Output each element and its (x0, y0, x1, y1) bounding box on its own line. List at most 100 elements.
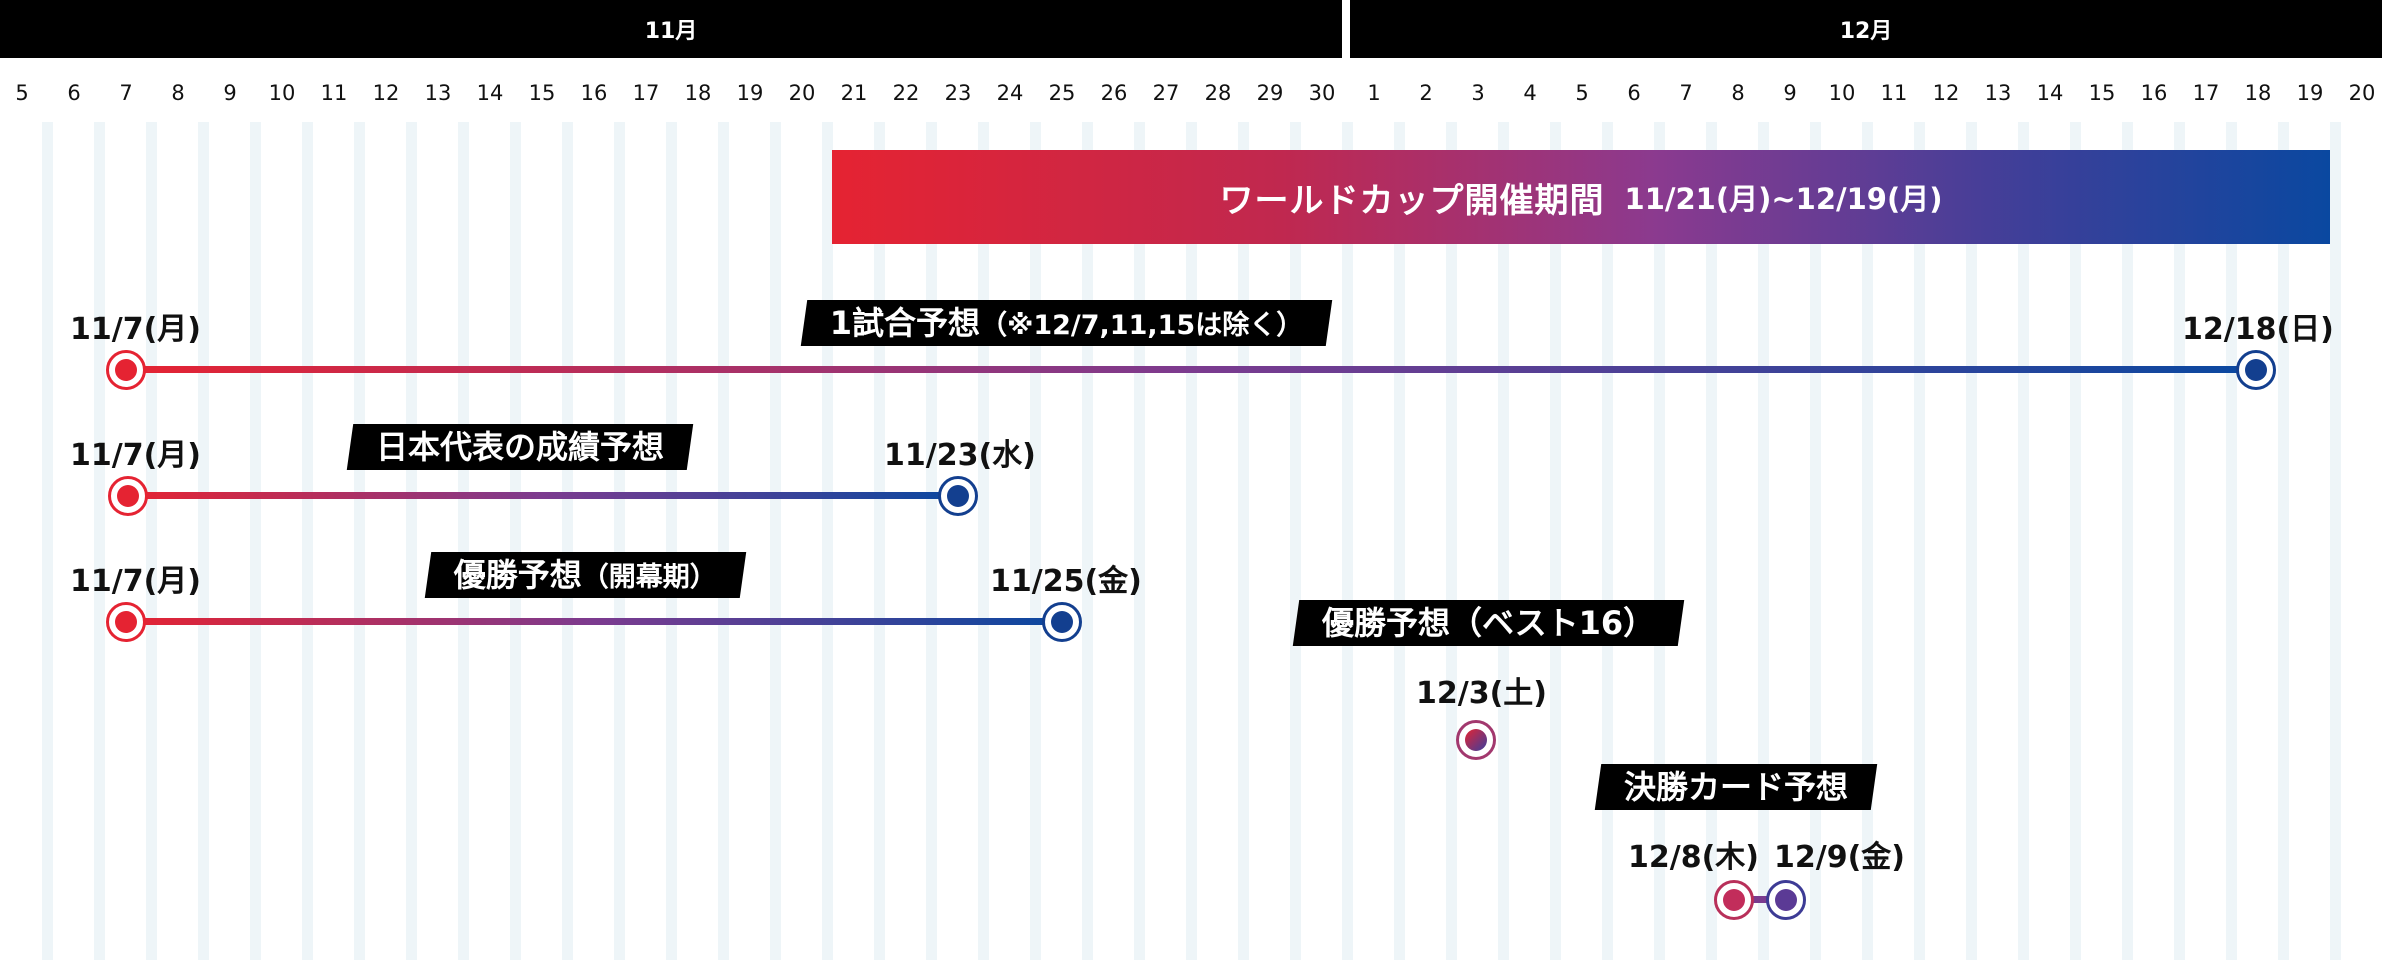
row3-end-dot (1042, 602, 1082, 642)
month-header-november: 11月 (0, 0, 1342, 58)
day-label: 10 (1828, 81, 1856, 105)
day-stripe (458, 122, 469, 960)
day-label: 9 (1783, 81, 1797, 105)
row3-tag-note: （開幕期） (581, 562, 717, 593)
day-stripe (2174, 122, 2185, 960)
day-stripe (1446, 122, 1457, 960)
day-label: 4 (1523, 81, 1537, 105)
banner-dates: 11/21(月)~12/19(月) (1624, 182, 1943, 216)
row5-start-date: 12/8(木) (1628, 840, 1760, 875)
day-stripe (926, 122, 937, 960)
row1-end-dot (2236, 350, 2276, 390)
day-label: 18 (684, 81, 712, 105)
day-stripe (1706, 122, 1717, 960)
day-label: 13 (424, 81, 452, 105)
day-label: 22 (892, 81, 920, 105)
day-stripe (1758, 122, 1769, 960)
day-stripe (1394, 122, 1405, 960)
day-label: 20 (2348, 81, 2376, 105)
month-header-december: 12月 (1350, 0, 2382, 58)
day-stripe (1654, 122, 1665, 960)
day-label: 19 (2296, 81, 2324, 105)
day-stripe (302, 122, 313, 960)
day-label: 8 (171, 81, 185, 105)
day-label: 16 (580, 81, 608, 105)
day-label: 6 (1627, 81, 1641, 105)
month-label: 12月 (1839, 19, 1893, 44)
row1-tag-title: 1試合予想 (829, 304, 981, 342)
banner-title: ワールドカップ開催期間 (1219, 180, 1605, 221)
day-label: 15 (2088, 81, 2116, 105)
day-stripe (1134, 122, 1145, 960)
day-stripe (42, 122, 53, 960)
day-label: 27 (1152, 81, 1180, 105)
day-label: 11 (320, 81, 348, 105)
day-label: 6 (67, 81, 81, 105)
day-number-row: 5 6 7 8 9 10 11 12 13 14 15 16 17 18 19 20 21 22 23 24 25 26 2… (0, 68, 2382, 118)
month-label: 11月 (644, 19, 698, 44)
day-stripe (198, 122, 209, 960)
world-cup-period-banner: ワールドカップ開催期間 11/21(月)~12/19(月) (832, 150, 2330, 244)
day-label: 18 (2244, 81, 2272, 105)
row1-end-date: 12/18(日) (2182, 312, 2334, 347)
day-stripe (978, 122, 989, 960)
day-stripe (562, 122, 573, 960)
row5-end-date: 12/9(金) (1774, 840, 1906, 875)
day-label: 29 (1256, 81, 1284, 105)
day-label: 15 (528, 81, 556, 105)
day-label: 2 (1419, 81, 1433, 105)
day-stripe (1862, 122, 1873, 960)
row1-tag-note: （※12/7,11,15は除く） (980, 310, 1304, 341)
row3-end-date: 11/25(金) (990, 564, 1142, 599)
day-label: 23 (944, 81, 972, 105)
day-stripe (250, 122, 261, 960)
day-stripe (2122, 122, 2133, 960)
row5-period-line (1732, 896, 1786, 903)
day-label: 25 (1048, 81, 1076, 105)
row3-tag: 優勝予想（開幕期） (424, 552, 747, 598)
row5-end-dot (1766, 880, 1806, 920)
day-stripe (2226, 122, 2237, 960)
day-stripe (2330, 122, 2341, 960)
day-label: 13 (1984, 81, 2012, 105)
row3-period-line (126, 618, 1062, 625)
day-label: 12 (372, 81, 400, 105)
row2-tag-title: 日本代表の成績予想 (376, 428, 665, 466)
day-stripe (94, 122, 105, 960)
row2-end-dot (938, 476, 978, 516)
day-stripe (1342, 122, 1353, 960)
day-label: 5 (1575, 81, 1589, 105)
day-stripe (822, 122, 833, 960)
day-label: 9 (223, 81, 237, 105)
day-label: 28 (1204, 81, 1232, 105)
day-stripe (510, 122, 521, 960)
row4-tag-title: 優勝予想（ベスト16） (1322, 604, 1656, 642)
day-stripe (1498, 122, 1509, 960)
row4-date: 12/3(土) (1416, 676, 1548, 711)
day-label: 14 (476, 81, 504, 105)
day-stripe (1914, 122, 1925, 960)
day-stripe (2070, 122, 2081, 960)
day-label: 1 (1367, 81, 1381, 105)
day-label: 26 (1100, 81, 1128, 105)
day-label: 7 (119, 81, 133, 105)
day-stripe (1602, 122, 1613, 960)
day-label: 17 (2192, 81, 2220, 105)
row5-start-dot (1714, 880, 1754, 920)
row2-period-line (128, 492, 958, 499)
day-label: 7 (1679, 81, 1693, 105)
day-stripe (146, 122, 157, 960)
day-label: 14 (2036, 81, 2064, 105)
day-stripe (1550, 122, 1561, 960)
day-stripe (1030, 122, 1041, 960)
day-stripe (718, 122, 729, 960)
day-stripe (406, 122, 417, 960)
row3-tag-title: 優勝予想 (453, 556, 582, 594)
day-label: 30 (1308, 81, 1336, 105)
day-stripe (874, 122, 885, 960)
day-label: 11 (1880, 81, 1908, 105)
day-stripe (1966, 122, 1977, 960)
day-stripe (666, 122, 677, 960)
day-stripe (354, 122, 365, 960)
row2-start-date: 11/7(月) (70, 438, 202, 473)
